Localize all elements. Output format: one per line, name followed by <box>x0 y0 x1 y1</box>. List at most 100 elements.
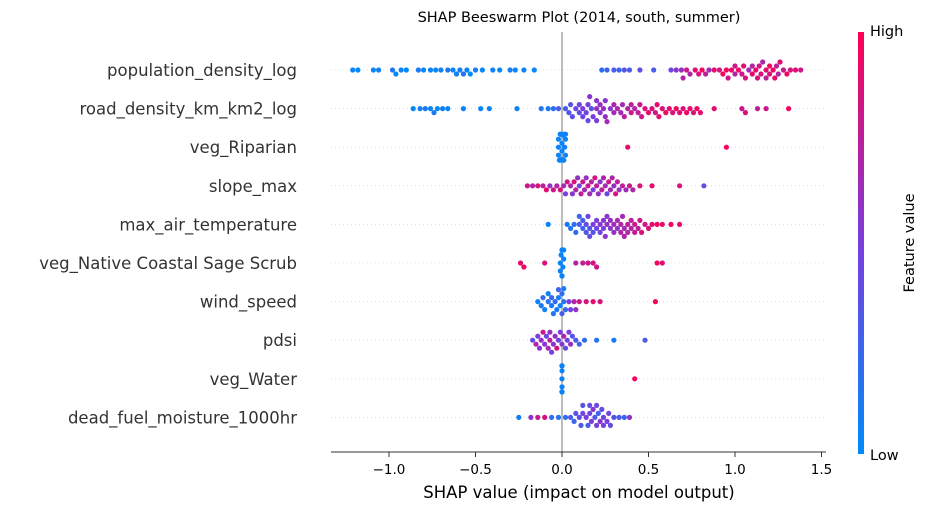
shap-point <box>562 131 569 137</box>
shap-point <box>542 341 548 347</box>
shap-point <box>550 311 557 317</box>
x-axis-ticks: −1.0 −0.5 0.0 0.5 1.0 1.5 <box>373 452 832 478</box>
shap-point <box>749 63 755 69</box>
shap-point <box>535 414 541 420</box>
shap-point <box>626 67 633 73</box>
shap-point <box>668 67 674 73</box>
shap-point <box>585 183 591 189</box>
shap-point <box>739 106 745 112</box>
feature-label: veg_Water <box>210 370 298 390</box>
shap-point <box>573 229 579 235</box>
feature-labels: population_density_log road_density_km_km… <box>39 61 297 428</box>
shap-point <box>600 414 607 420</box>
shap-point <box>564 221 570 227</box>
shap-point <box>602 183 608 189</box>
shap-point <box>639 229 645 235</box>
shap-point <box>578 422 584 428</box>
shap-point <box>630 187 636 193</box>
shap-point <box>580 410 586 416</box>
shap-point <box>654 221 660 227</box>
shap-point <box>564 179 570 185</box>
shap-point <box>594 217 600 223</box>
shap-point <box>690 110 697 116</box>
shap-point <box>588 418 595 424</box>
shap-point <box>540 295 546 301</box>
shap-point <box>559 273 565 279</box>
shap-point <box>592 414 598 420</box>
shap-point <box>703 71 709 77</box>
shap-point <box>559 389 565 395</box>
shap-point <box>583 229 589 235</box>
shap-point <box>742 75 749 81</box>
shap-point <box>694 106 700 112</box>
shap-point <box>614 217 621 223</box>
shap-point <box>787 67 794 73</box>
shap-point <box>547 329 553 335</box>
shap-point <box>557 303 563 309</box>
shap-point <box>521 67 527 73</box>
shap-point <box>573 337 579 343</box>
shap-point <box>561 247 567 253</box>
shap-point <box>626 183 633 189</box>
shap-point <box>618 221 624 227</box>
shap-point <box>749 71 755 77</box>
shap-point <box>583 110 589 116</box>
shap-point <box>552 333 558 339</box>
shap-point <box>535 333 541 339</box>
shap-point <box>562 144 568 150</box>
shap-point <box>467 71 473 77</box>
shap-point <box>559 368 565 374</box>
shap-point <box>580 179 586 185</box>
shap-point <box>604 191 610 197</box>
shap-point <box>670 110 676 116</box>
shap-point <box>602 114 608 120</box>
shap-point <box>590 299 596 305</box>
shap-point <box>595 191 601 197</box>
shap-point <box>753 67 759 73</box>
shap-point <box>557 268 563 274</box>
shap-point <box>559 140 565 146</box>
shap-point <box>590 260 596 266</box>
shap-point <box>445 106 451 112</box>
shap-point <box>741 63 747 69</box>
shap-point <box>659 106 665 112</box>
shap-point <box>600 217 607 223</box>
shap-point <box>616 67 622 73</box>
shap-point <box>540 183 546 189</box>
shap-point <box>542 260 548 266</box>
shap-point <box>514 106 520 112</box>
shap-point <box>607 187 614 193</box>
shap-point <box>573 260 579 266</box>
shap-point <box>637 183 643 189</box>
shap-point <box>637 67 643 73</box>
shap-point <box>583 221 589 227</box>
shap-point <box>427 106 434 112</box>
shap-point <box>590 114 596 120</box>
shap-point <box>559 148 565 154</box>
shap-point <box>611 337 617 343</box>
shap-point <box>659 260 665 266</box>
shap-point <box>597 179 603 185</box>
shap-point <box>600 175 607 181</box>
shap-point <box>576 414 582 420</box>
shap-point <box>628 110 634 116</box>
shap-point <box>450 67 456 73</box>
shap-point <box>571 299 577 305</box>
x-axis-label: SHAP value (impact on model output) <box>423 483 734 502</box>
shap-point <box>490 67 496 73</box>
shap-point <box>578 191 584 197</box>
shap-point <box>618 229 624 235</box>
feature-label: max_air_temperature <box>119 215 297 235</box>
shap-point <box>599 406 605 412</box>
feature-label: slope_max <box>209 177 297 197</box>
shap-point <box>389 67 396 73</box>
shap-point <box>547 337 553 343</box>
shap-point <box>597 102 603 108</box>
shap-point <box>580 225 586 231</box>
shap-point <box>568 307 574 313</box>
shap-point <box>739 71 745 77</box>
shap-point <box>616 414 622 420</box>
shap-point <box>566 299 572 305</box>
shap-point <box>651 67 657 73</box>
x-tick-label: −1.0 <box>373 462 406 478</box>
